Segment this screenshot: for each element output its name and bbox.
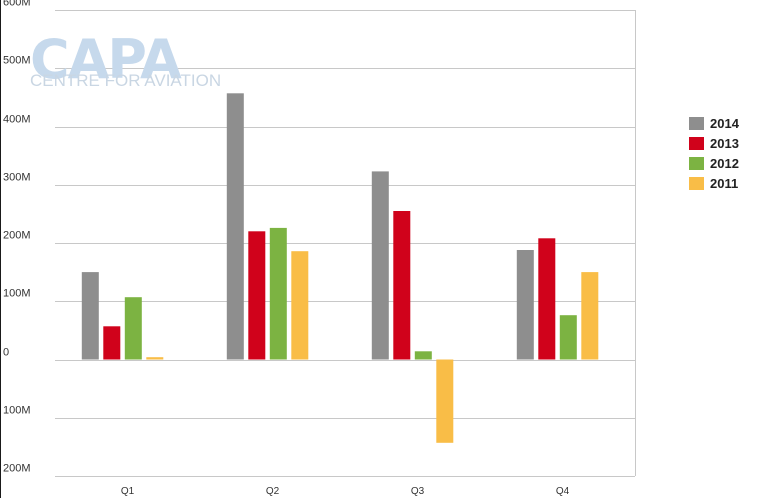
y-tick-label: 400M	[3, 114, 31, 126]
capa-logo: CAPA CENTRE FOR AVIATION	[30, 28, 221, 91]
legend-label-2011: 2011	[710, 176, 738, 191]
axes: 600M 500M 400M 300M 200M 100M 0 100M 200M Q1 Q2 Q3 Q…	[3, 0, 570, 497]
bar-2013-Q4	[538, 238, 556, 360]
y-tick-label: 200M	[3, 230, 31, 242]
y-tick-label: 300M	[3, 172, 31, 184]
bar-2012-Q3	[414, 351, 432, 360]
bar-2012-Q1	[124, 297, 142, 360]
bar-2012-Q2	[269, 227, 287, 360]
bar-2011-Q1	[146, 357, 164, 360]
logo-tagline: CENTRE FOR AVIATION	[30, 71, 221, 90]
legend-label-2014: 2014	[710, 116, 740, 131]
x-tick-label: Q3	[411, 486, 425, 497]
bar-2011-Q3	[436, 359, 454, 443]
y-tick-label: 200M	[3, 463, 31, 475]
y-tick-label: 100M	[3, 288, 31, 300]
bar-2014-Q2	[226, 93, 244, 360]
legend-swatch-2014	[689, 117, 704, 130]
y-tick-label: 100M	[3, 405, 31, 417]
bars	[81, 93, 599, 443]
x-tick-label: Q1	[121, 486, 135, 497]
y-tick-label: 0	[3, 347, 9, 359]
bar-2013-Q3	[393, 211, 411, 360]
bar-2014-Q4	[516, 250, 534, 360]
logo-wordmark: CAPA	[30, 28, 182, 91]
legend-swatch-2012	[689, 157, 704, 170]
x-tick-label: Q4	[556, 486, 570, 497]
legend-label-2013: 2013	[710, 136, 739, 151]
bar-2011-Q2	[291, 251, 309, 360]
gridlines	[55, 10, 636, 477]
bar-2013-Q1	[103, 326, 121, 360]
legend: 2014 2013 2012 2011	[689, 116, 740, 191]
bar-2011-Q4	[581, 272, 599, 360]
bar-2014-Q1	[81, 272, 99, 360]
legend-label-2012: 2012	[710, 156, 739, 171]
y-tick-label: 600M	[3, 0, 31, 9]
legend-swatch-2011	[689, 177, 704, 190]
y-tick-label: 500M	[3, 55, 31, 67]
bar-2014-Q3	[371, 171, 389, 360]
bar-2013-Q2	[248, 231, 266, 360]
x-tick-label: Q2	[266, 486, 280, 497]
bar-2012-Q4	[559, 315, 577, 360]
legend-swatch-2013	[689, 137, 704, 150]
